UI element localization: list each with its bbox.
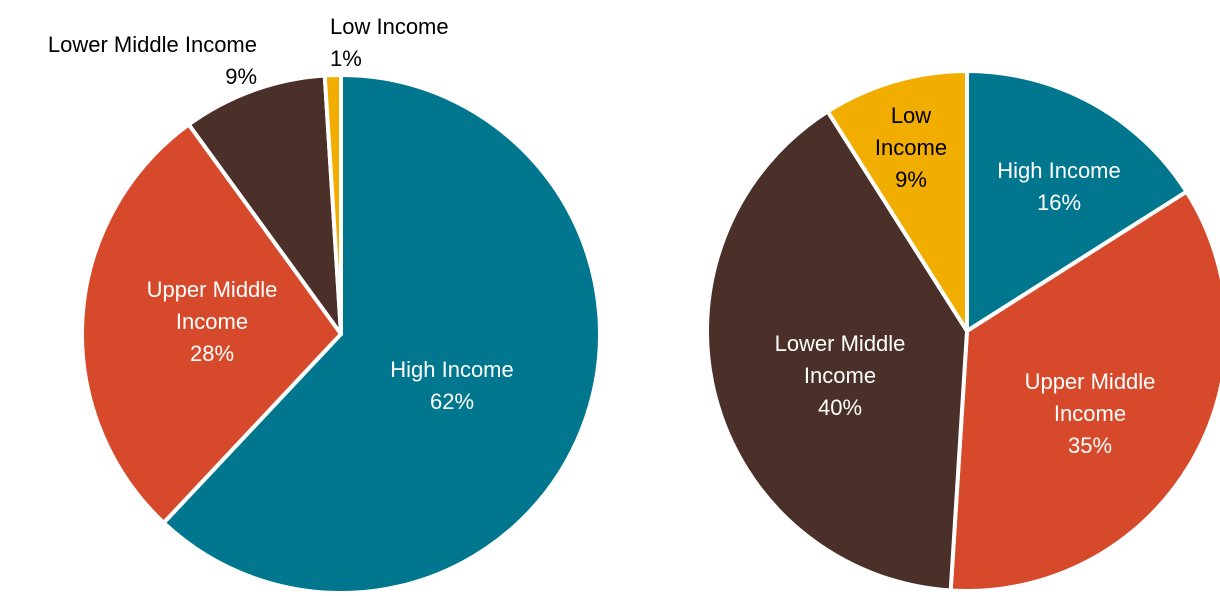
pie-chart-right: High Income 16% Upper Middle Income 35% Lower… <box>705 69 1220 593</box>
slice-label-lower-middle-income: Lower Middle Income 9% <box>48 32 257 89</box>
pie-slice-lower-middle-income <box>186 73 343 336</box>
pie-chart-left: High Income 62% Upper Middle Income 28% Lower… <box>48 14 602 595</box>
pie-slice-low-income <box>825 69 969 333</box>
slice-label-high-income: High Income 16% <box>997 158 1121 215</box>
pie-slice-low-income <box>322 73 343 336</box>
slice-label-lower-middle-income: Lower Middle Income 40% <box>775 331 906 420</box>
slice-label-low-income: Low Income 9% <box>875 103 947 192</box>
slice-label-upper-middle-income: Upper Middle Income 28% <box>147 277 278 366</box>
slice-label-low-income: Low Income 1% <box>330 14 449 71</box>
slice-label-upper-middle-income: Upper Middle Income 35% <box>1025 369 1156 458</box>
slice-label-high-income: High Income 62% <box>390 357 514 414</box>
pie-slice-upper-middle-income <box>948 189 1220 593</box>
pie-slice-upper-middle-income <box>80 122 343 525</box>
pie-slice-high-income <box>965 69 1189 333</box>
pie-slice-high-income <box>161 73 602 595</box>
